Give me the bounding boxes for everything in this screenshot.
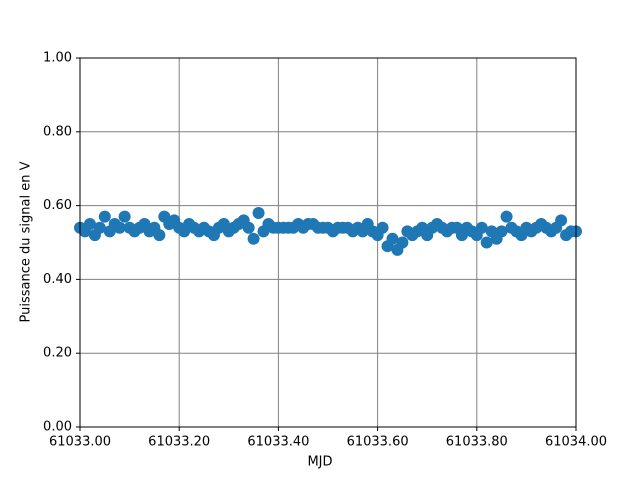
x-axis-label: MJD (307, 455, 332, 470)
data-point (113, 221, 126, 234)
data-point (376, 221, 389, 234)
x-tick-label: 61033.20 (148, 435, 210, 450)
data-point (153, 229, 166, 242)
y-tick-label: 0.20 (43, 346, 72, 361)
y-tick-label: 0.60 (43, 198, 72, 213)
data-point (555, 214, 568, 227)
data-point (500, 210, 513, 223)
x-tick-label: 61033.60 (347, 435, 409, 450)
y-axis-label: Puissance du signal en V (19, 161, 34, 322)
plot-frame (79, 57, 577, 428)
data-point (98, 210, 111, 223)
x-tick-label: 61034.00 (545, 435, 607, 450)
y-tick-label: 0.80 (43, 124, 72, 139)
data-point (83, 218, 96, 231)
x-tick-label: 61033.00 (49, 435, 111, 450)
data-point (480, 236, 493, 249)
y-tick-label: 0.00 (43, 420, 72, 435)
data-point (396, 236, 409, 249)
y-tick-label: 0.40 (43, 272, 72, 287)
data-point (475, 221, 488, 234)
data-point (495, 225, 508, 238)
data-point (247, 232, 260, 245)
data-point (242, 221, 255, 234)
data-point (93, 221, 106, 234)
x-tick-label: 61033.40 (247, 435, 309, 450)
data-point (118, 210, 131, 223)
data-point (386, 232, 399, 245)
data-point (252, 206, 265, 219)
y-tick-label: 1.00 (43, 51, 72, 66)
x-tick-label: 61033.80 (446, 435, 508, 450)
